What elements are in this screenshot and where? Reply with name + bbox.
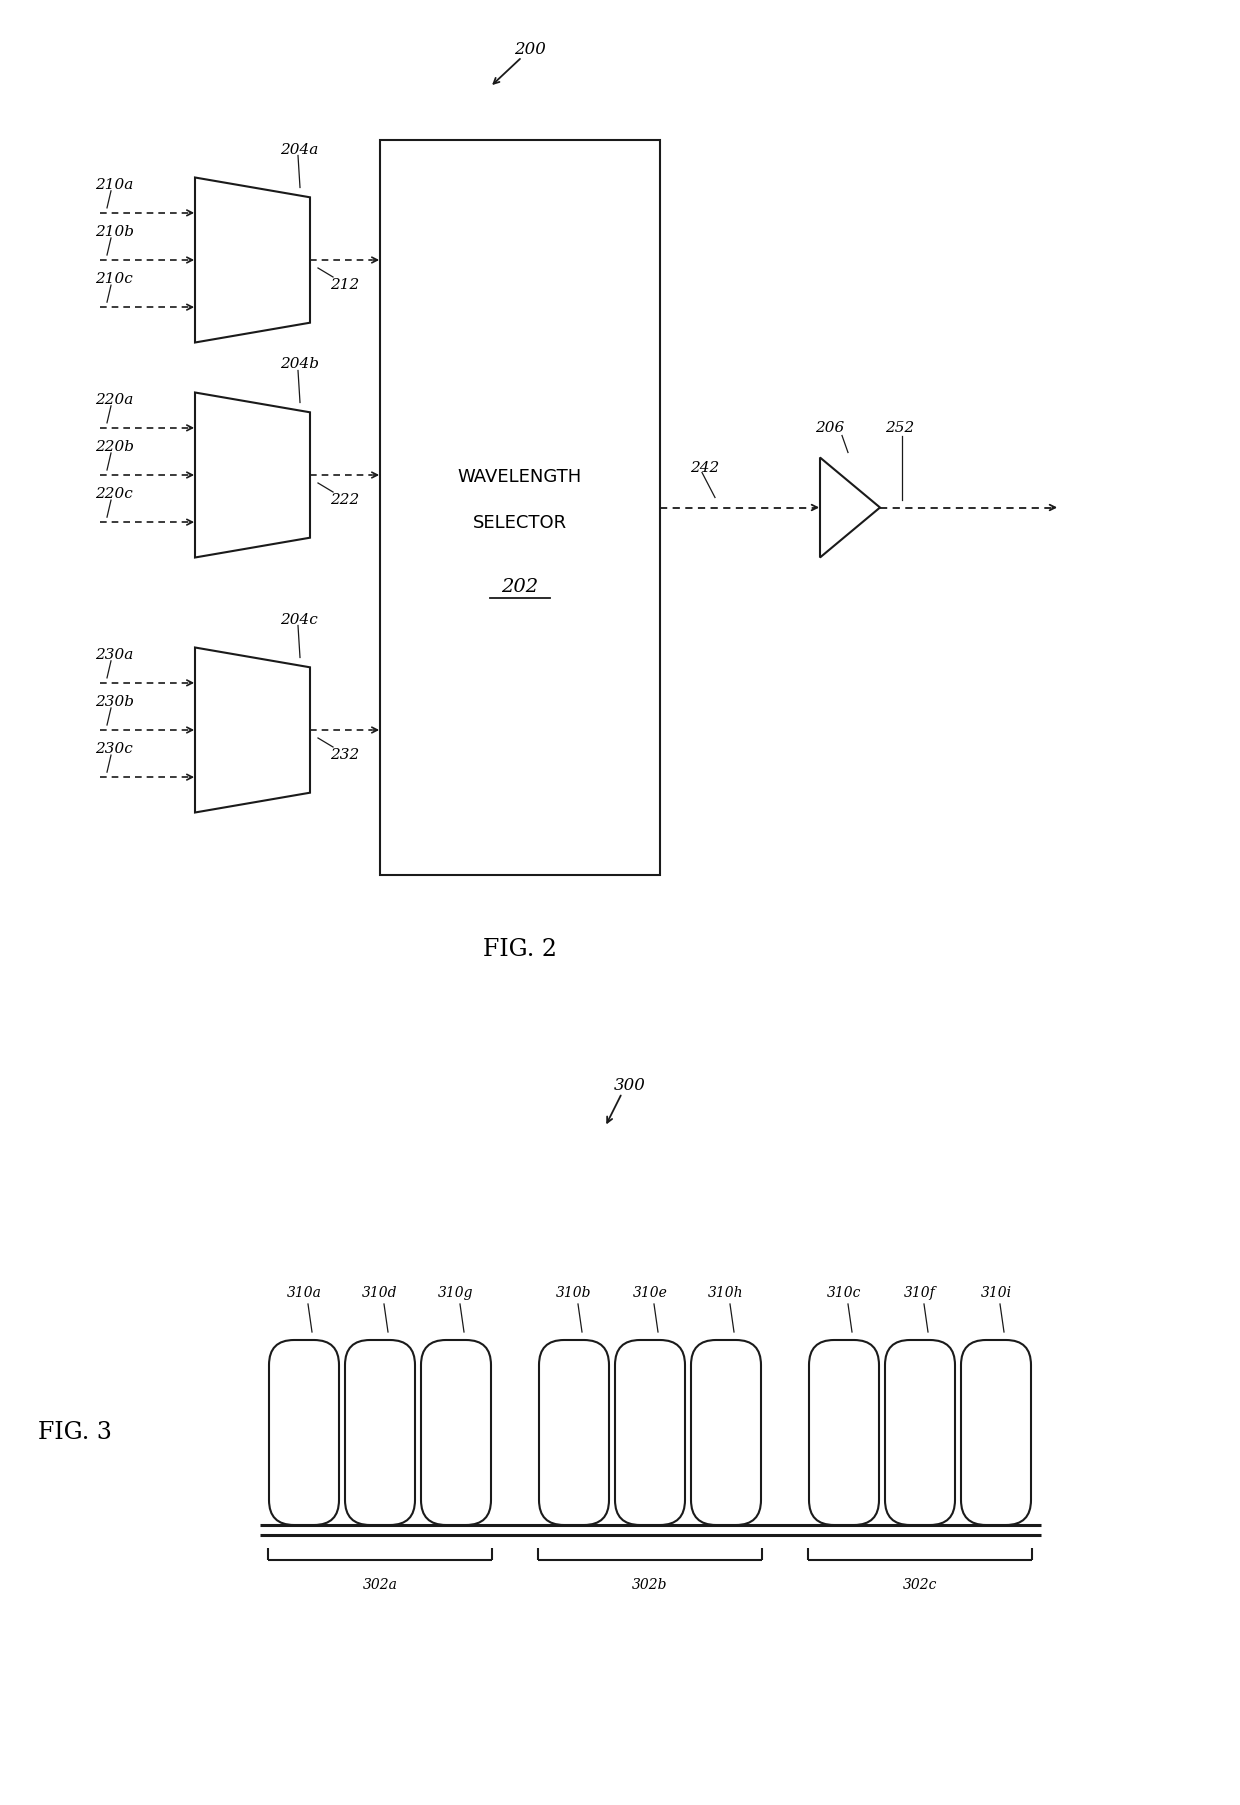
Text: 302a: 302a [362, 1578, 398, 1592]
Text: 310f: 310f [904, 1285, 936, 1300]
FancyBboxPatch shape [539, 1339, 609, 1525]
FancyBboxPatch shape [808, 1339, 879, 1525]
Text: 310b: 310b [557, 1285, 591, 1300]
Bar [379, 141, 660, 875]
Text: 220a: 220a [95, 393, 134, 406]
Text: 310i: 310i [981, 1285, 1012, 1300]
FancyBboxPatch shape [961, 1339, 1030, 1525]
Text: 310c: 310c [827, 1285, 862, 1300]
Polygon shape [195, 392, 310, 558]
Text: 230c: 230c [95, 742, 133, 756]
Text: 300: 300 [614, 1076, 646, 1094]
Text: 310d: 310d [362, 1285, 398, 1300]
Text: 204b: 204b [280, 357, 319, 372]
Text: SELECTOR: SELECTOR [472, 513, 567, 531]
Text: 310h: 310h [708, 1285, 744, 1300]
Text: 212: 212 [330, 278, 360, 292]
Text: 210a: 210a [95, 179, 134, 191]
Text: 310g: 310g [438, 1285, 474, 1300]
Text: FIG. 3: FIG. 3 [38, 1421, 112, 1444]
FancyBboxPatch shape [269, 1339, 339, 1525]
Text: 222: 222 [330, 493, 360, 507]
Polygon shape [195, 648, 310, 812]
FancyBboxPatch shape [345, 1339, 415, 1525]
Text: 220b: 220b [95, 440, 134, 455]
Polygon shape [820, 457, 880, 558]
Text: WAVELENGTH: WAVELENGTH [458, 469, 582, 487]
Text: 206: 206 [816, 421, 844, 435]
Text: 302b: 302b [632, 1578, 668, 1592]
Text: 220c: 220c [95, 487, 133, 502]
Text: 202: 202 [501, 578, 538, 596]
Text: 310e: 310e [632, 1285, 667, 1300]
Text: 230a: 230a [95, 648, 134, 662]
Text: 310a: 310a [286, 1285, 321, 1300]
Text: 230b: 230b [95, 695, 134, 709]
Text: 302c: 302c [903, 1578, 937, 1592]
Text: 204a: 204a [280, 143, 319, 157]
Text: 204c: 204c [280, 612, 317, 626]
FancyBboxPatch shape [615, 1339, 684, 1525]
FancyBboxPatch shape [422, 1339, 491, 1525]
Text: 210c: 210c [95, 273, 133, 287]
Text: 232: 232 [330, 747, 360, 762]
FancyBboxPatch shape [885, 1339, 955, 1525]
FancyBboxPatch shape [691, 1339, 761, 1525]
Polygon shape [195, 177, 310, 343]
Text: 242: 242 [689, 460, 719, 475]
Text: 210b: 210b [95, 226, 134, 238]
Text: 252: 252 [885, 421, 915, 435]
Text: FIG. 2: FIG. 2 [484, 939, 557, 962]
Text: 200: 200 [515, 42, 546, 58]
